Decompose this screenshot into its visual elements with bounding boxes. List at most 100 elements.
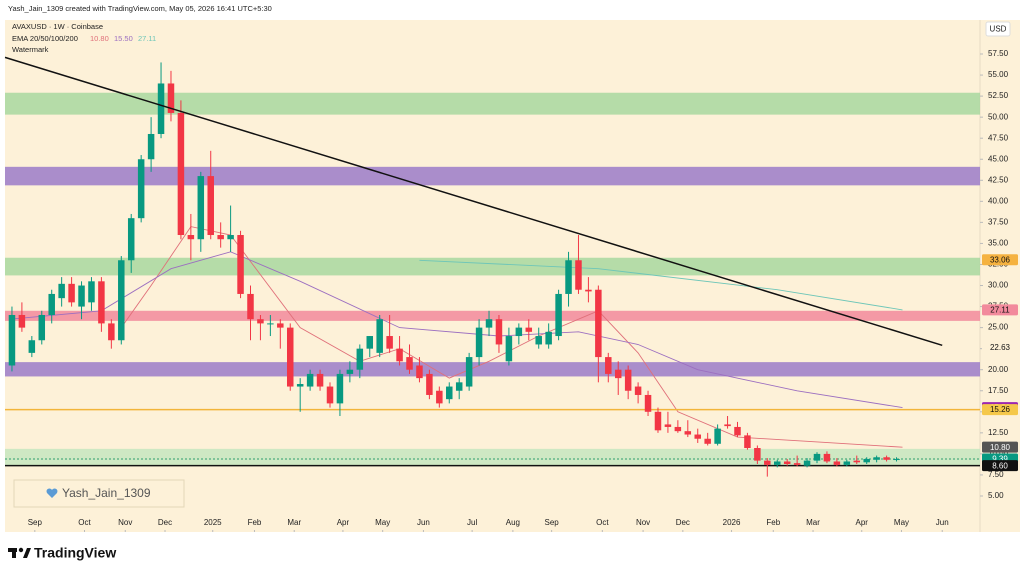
price-tag-label: 27.11 — [990, 305, 1010, 314]
symbol-title: AVAXUSD · 1W · Coinbase — [12, 22, 103, 31]
candle-body — [197, 176, 205, 240]
candle-body — [783, 461, 791, 464]
x-tick-label: Jun — [936, 518, 949, 527]
candle-body — [485, 319, 493, 328]
candle-body — [823, 453, 831, 462]
candle-body — [88, 281, 95, 303]
candle-body — [237, 235, 244, 294]
price-tag-label: 15.26 — [990, 405, 1011, 414]
price-tag-label: 10.80 — [990, 443, 1011, 452]
candle-body — [58, 283, 65, 299]
x-tick-label: Apr — [856, 518, 869, 527]
x-tick-label: May — [894, 518, 909, 527]
candle-body — [754, 448, 761, 461]
candle-body — [843, 461, 851, 465]
y-tick-label: 45.00 — [988, 154, 1009, 163]
candle-body — [227, 235, 234, 240]
candle-body — [585, 289, 592, 292]
brand-logo — [8, 547, 31, 558]
y-tick-label: 55.00 — [988, 70, 1009, 79]
y-tick-label: 35.00 — [988, 239, 1009, 248]
candle-body — [137, 159, 145, 219]
y-tick-label: 10.00 — [988, 449, 1009, 458]
candle-body — [446, 386, 453, 400]
candle-body — [793, 463, 801, 465]
candle-body — [257, 319, 264, 324]
candle-body — [38, 314, 46, 341]
y-tick-label: 20.00 — [988, 365, 1009, 374]
price-tag — [982, 342, 1018, 354]
candle-body — [465, 357, 473, 387]
price-tag-label: 33.06 — [990, 255, 1011, 264]
candle-body — [883, 457, 890, 460]
credit: Yash_Jain_1309 created with TradingView.… — [8, 4, 272, 13]
candle-body — [416, 365, 423, 379]
candle-body — [455, 382, 463, 391]
x-tick-label: Feb — [766, 518, 780, 527]
candle-body — [764, 460, 771, 465]
indicator-label: EMA 20/50/100/200 — [12, 34, 78, 43]
candle-body — [505, 336, 513, 362]
candle-body — [634, 386, 642, 395]
x-tick-label: Mar — [806, 518, 820, 527]
candle-body — [316, 373, 324, 387]
candle-body — [624, 369, 632, 391]
candle-body — [346, 369, 354, 374]
candle-body — [734, 426, 741, 436]
candle-body — [108, 323, 115, 341]
price-tag-label: 22.63 — [990, 343, 1011, 352]
price-tag — [982, 441, 1018, 453]
candle-body — [207, 176, 214, 236]
y-tick-label: 37.50 — [988, 217, 1009, 226]
candle-body — [674, 426, 682, 432]
candle-body — [436, 390, 443, 404]
candle-body — [306, 373, 314, 387]
candle-body — [167, 83, 175, 113]
candle-body — [684, 431, 692, 435]
y-tick-label: 17.50 — [988, 386, 1009, 395]
candle-body — [495, 319, 503, 345]
x-tick-label: Sep — [545, 518, 560, 527]
candle-body — [644, 394, 652, 412]
y-tick-label: 50.00 — [988, 112, 1009, 121]
watermark-label: Watermark — [12, 45, 49, 54]
candle-body — [833, 461, 841, 465]
candle-body — [773, 461, 781, 465]
price-zone — [5, 166, 980, 186]
x-tick-label: Sep — [28, 518, 43, 527]
price-tag-label: 8.60 — [992, 461, 1008, 470]
y-tick-label: 42.50 — [988, 175, 1009, 184]
y-tick-label: 5.00 — [988, 491, 1004, 500]
x-tick-label: Oct — [78, 518, 91, 527]
x-tick-label: Nov — [636, 518, 650, 527]
y-tick-label: 30.00 — [988, 281, 1009, 290]
candle-body — [595, 289, 602, 358]
candle-body — [267, 323, 274, 325]
y-tick-label: 7.50 — [988, 470, 1004, 479]
candle-body — [296, 384, 304, 387]
candle-body — [396, 348, 403, 362]
candle-body — [78, 285, 85, 307]
candle-body — [277, 323, 284, 328]
candle-body — [48, 293, 55, 315]
price-zone — [5, 362, 980, 377]
candle-body — [565, 260, 572, 294]
candle-body — [545, 331, 552, 345]
price-tag — [982, 254, 1018, 266]
x-tick-label: Dec — [676, 518, 690, 527]
candle-body — [475, 327, 483, 358]
candle-body — [28, 340, 36, 353]
x-tick-label: Aug — [506, 518, 520, 527]
x-tick-label: Mar — [287, 518, 301, 527]
candle-body — [614, 369, 622, 379]
candle-body — [326, 386, 334, 404]
candle-body — [664, 424, 672, 427]
candle-body — [694, 434, 701, 439]
candle-body — [555, 293, 562, 337]
candle-body — [336, 373, 344, 404]
y-tick-label: 40.00 — [988, 196, 1009, 205]
candle-body — [803, 460, 811, 466]
brand: TradingView — [34, 545, 116, 561]
y-tick-label: 12.50 — [988, 428, 1009, 437]
candle-body — [863, 458, 870, 463]
